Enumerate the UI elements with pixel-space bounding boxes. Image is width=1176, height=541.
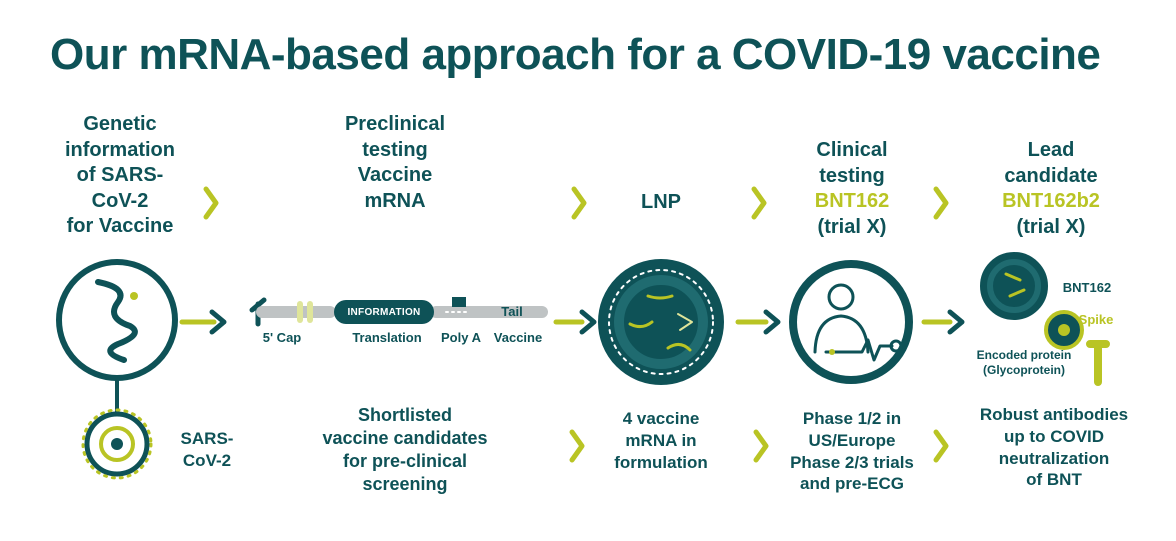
cap-label: 5' Cap	[262, 330, 302, 345]
information-pill: INFORMATION	[334, 300, 434, 324]
rna-strand-icon	[95, 279, 138, 363]
chevron-icon	[933, 186, 949, 220]
stage3-bottom-label: 4 vaccine mRNA in formulation	[614, 409, 708, 472]
virus-icon	[84, 411, 150, 477]
vaccine-label: Vaccine	[493, 330, 543, 345]
chevron-icon	[753, 429, 769, 463]
stage5-heading: Lead candidate BNT162b2 (trial X)	[1002, 139, 1100, 238]
chevron-icon	[933, 429, 949, 463]
chevron-icon	[203, 186, 219, 220]
chevron-icon	[569, 429, 585, 463]
stage5-bottom-label: Robust antibodies up to COVID neutraliza…	[979, 405, 1129, 490]
stage1-heading: Genetic information of SARS- CoV-2 for V…	[65, 113, 175, 238]
stage2-bottom-label: Shortlisted vaccine candidates for pre-c…	[322, 405, 488, 495]
bnt-figure-label: BNT162	[1062, 280, 1112, 295]
stage4-heading: Clinical testing BNT162 (trial X)	[814, 139, 890, 238]
chevron-icon	[571, 186, 587, 220]
stage4-bottom-label: Phase 1/2 in US/Europe Phase 2/3 trials …	[790, 409, 914, 494]
chevron-icon	[751, 186, 767, 220]
spike-label: Spike	[1078, 312, 1114, 327]
antibody-icon	[1086, 340, 1110, 386]
stage1-bottom-label: SARS- CoV-2	[180, 429, 234, 470]
tail-label: Tail	[501, 304, 523, 319]
translation-label: Translation	[352, 330, 422, 345]
stage3-heading: LNP	[641, 191, 681, 213]
poly-a-label: Poly A	[441, 330, 481, 345]
page-title: Our mRNA-based approach for a COVID-19 v…	[50, 30, 1101, 79]
encoded-protein-label: Encoded protein (Glycoprotein)	[976, 348, 1072, 378]
stage2-heading: Preclinical testing Vaccine mRNA	[344, 113, 446, 212]
